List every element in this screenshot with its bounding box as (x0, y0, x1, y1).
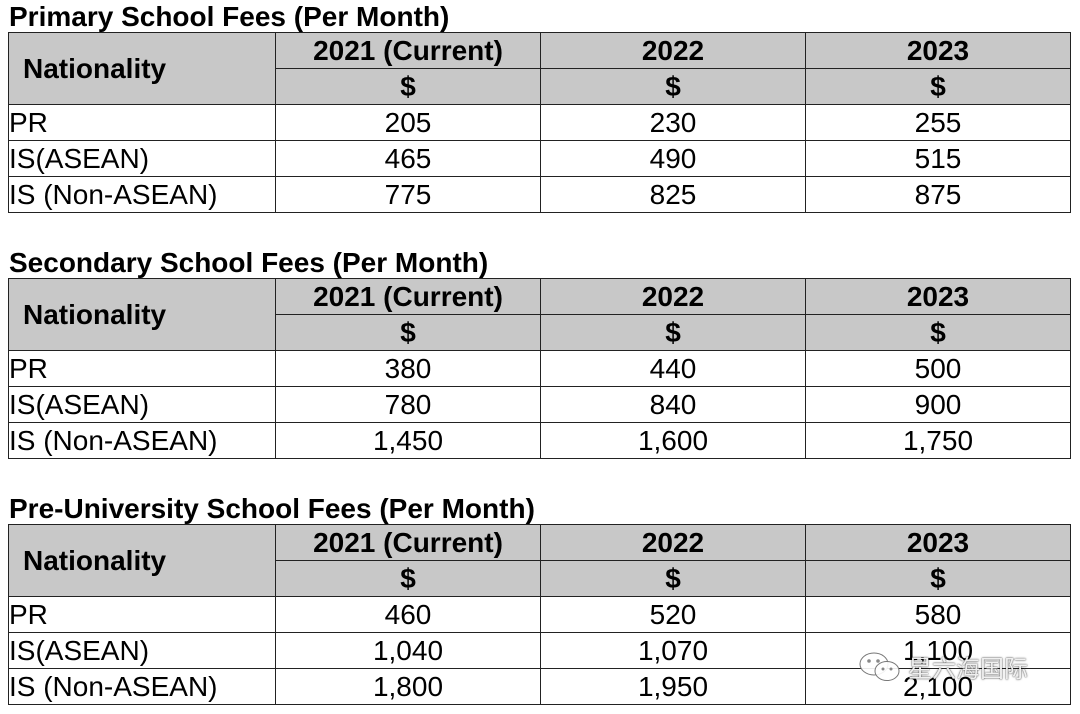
currency-header: $ (275, 560, 541, 597)
fee-cell: 515 (805, 140, 1071, 177)
fee-cell: 1,800 (275, 668, 541, 705)
row-label: IS(ASEAN) (8, 632, 276, 669)
fee-cell: 490 (540, 140, 806, 177)
table-row: IS(ASEAN) 780 840 900 (8, 386, 1071, 423)
fee-cell: 840 (540, 386, 806, 423)
currency-header-row: $ $ $ (9, 68, 1071, 105)
year-header: 2021 (Current) (275, 278, 541, 315)
fee-cell: 900 (805, 386, 1071, 423)
table-row: PR 460 520 580 (8, 596, 1071, 633)
table-row: IS (Non-ASEAN) 1,450 1,600 1,750 (8, 422, 1071, 459)
currency-header: $ (540, 560, 806, 597)
table-row: PR 205 230 255 (8, 104, 1071, 141)
row-label: IS (Non-ASEAN) (8, 668, 276, 705)
table-row: IS(ASEAN) 465 490 515 (8, 140, 1071, 177)
currency-header-row: $ $ $ (9, 314, 1071, 351)
fee-cell: 255 (805, 104, 1071, 141)
currency-header: $ (275, 68, 541, 105)
fee-cell: 460 (275, 596, 541, 633)
pre-university-fees-table: Nationality 2021 (Current) 2022 2023 $ $… (8, 524, 1071, 705)
pre-university-fees-title: Pre-University School Fees (Per Month) (9, 493, 535, 524)
table-row: IS (Non-ASEAN) 1,800 1,950 2,100 (8, 668, 1071, 705)
fee-cell: 205 (275, 104, 541, 141)
fee-cell: 465 (275, 140, 541, 177)
year-header: 2022 (540, 524, 806, 561)
table-header-row: Nationality 2021 (Current) 2022 2023 (8, 524, 1071, 597)
secondary-fees-table: Nationality 2021 (Current) 2022 2023 $ $… (8, 278, 1071, 459)
fee-cell: 580 (805, 596, 1071, 633)
row-label: IS(ASEAN) (8, 386, 276, 423)
row-label: IS (Non-ASEAN) (8, 176, 276, 213)
fee-cell: 230 (540, 104, 806, 141)
fee-cell: 1,750 (805, 422, 1071, 459)
nationality-header: Nationality (8, 32, 276, 105)
table-row: IS (Non-ASEAN) 775 825 875 (8, 176, 1071, 213)
nationality-header: Nationality (8, 524, 276, 597)
row-label: PR (8, 596, 276, 633)
watermark-text: 星六海国际 (908, 655, 1028, 683)
fee-cell: 2,100 (805, 668, 1071, 705)
wechat-icon (858, 650, 902, 684)
table-row: IS(ASEAN) 1,040 1,070 1,100 (8, 632, 1071, 669)
fee-cell: 1,450 (275, 422, 541, 459)
fee-cell: 775 (275, 176, 541, 213)
fee-cell: 1,950 (540, 668, 806, 705)
currency-header: $ (275, 314, 541, 351)
fee-cell: 875 (805, 176, 1071, 213)
currency-header-row: $ $ $ (9, 560, 1071, 597)
currency-header: $ (540, 68, 806, 105)
currency-header: $ (540, 314, 806, 351)
table-header-row: Nationality 2021 (Current) 2022 2023 (8, 32, 1071, 105)
fee-cell: 500 (805, 350, 1071, 387)
currency-header: $ (805, 560, 1071, 597)
year-header: 2023 (805, 524, 1071, 561)
secondary-fees-title: Secondary School Fees (Per Month) (9, 247, 489, 278)
fee-cell: 780 (275, 386, 541, 423)
year-header: 2021 (Current) (275, 32, 541, 69)
row-label: PR (8, 104, 276, 141)
primary-fees-title: Primary School Fees (Per Month) (9, 1, 450, 32)
currency-header: $ (805, 68, 1071, 105)
row-label: IS (Non-ASEAN) (8, 422, 276, 459)
fee-cell: 520 (540, 596, 806, 633)
fee-cell: 440 (540, 350, 806, 387)
fee-cell: 1,040 (275, 632, 541, 669)
fee-cell: 1,070 (540, 632, 806, 669)
year-header: 2022 (540, 278, 806, 315)
year-header: 2021 (Current) (275, 524, 541, 561)
fee-cell: 825 (540, 176, 806, 213)
currency-header: $ (805, 314, 1071, 351)
table-header-row: Nationality 2021 (Current) 2022 2023 (8, 278, 1071, 351)
nationality-header: Nationality (8, 278, 276, 351)
primary-fees-table: Nationality 2021 (Current) 2022 2023 $ $… (8, 32, 1071, 213)
table-row: PR 380 440 500 (8, 350, 1071, 387)
year-header: 2023 (805, 278, 1071, 315)
fee-cell: 1,100 (805, 632, 1071, 669)
year-header: 2023 (805, 32, 1071, 69)
fee-cell: 1,600 (540, 422, 806, 459)
row-label: IS(ASEAN) (8, 140, 276, 177)
year-header: 2022 (540, 32, 806, 69)
fee-cell: 380 (275, 350, 541, 387)
row-label: PR (8, 350, 276, 387)
watermark: 星六海国际 (858, 649, 1028, 684)
